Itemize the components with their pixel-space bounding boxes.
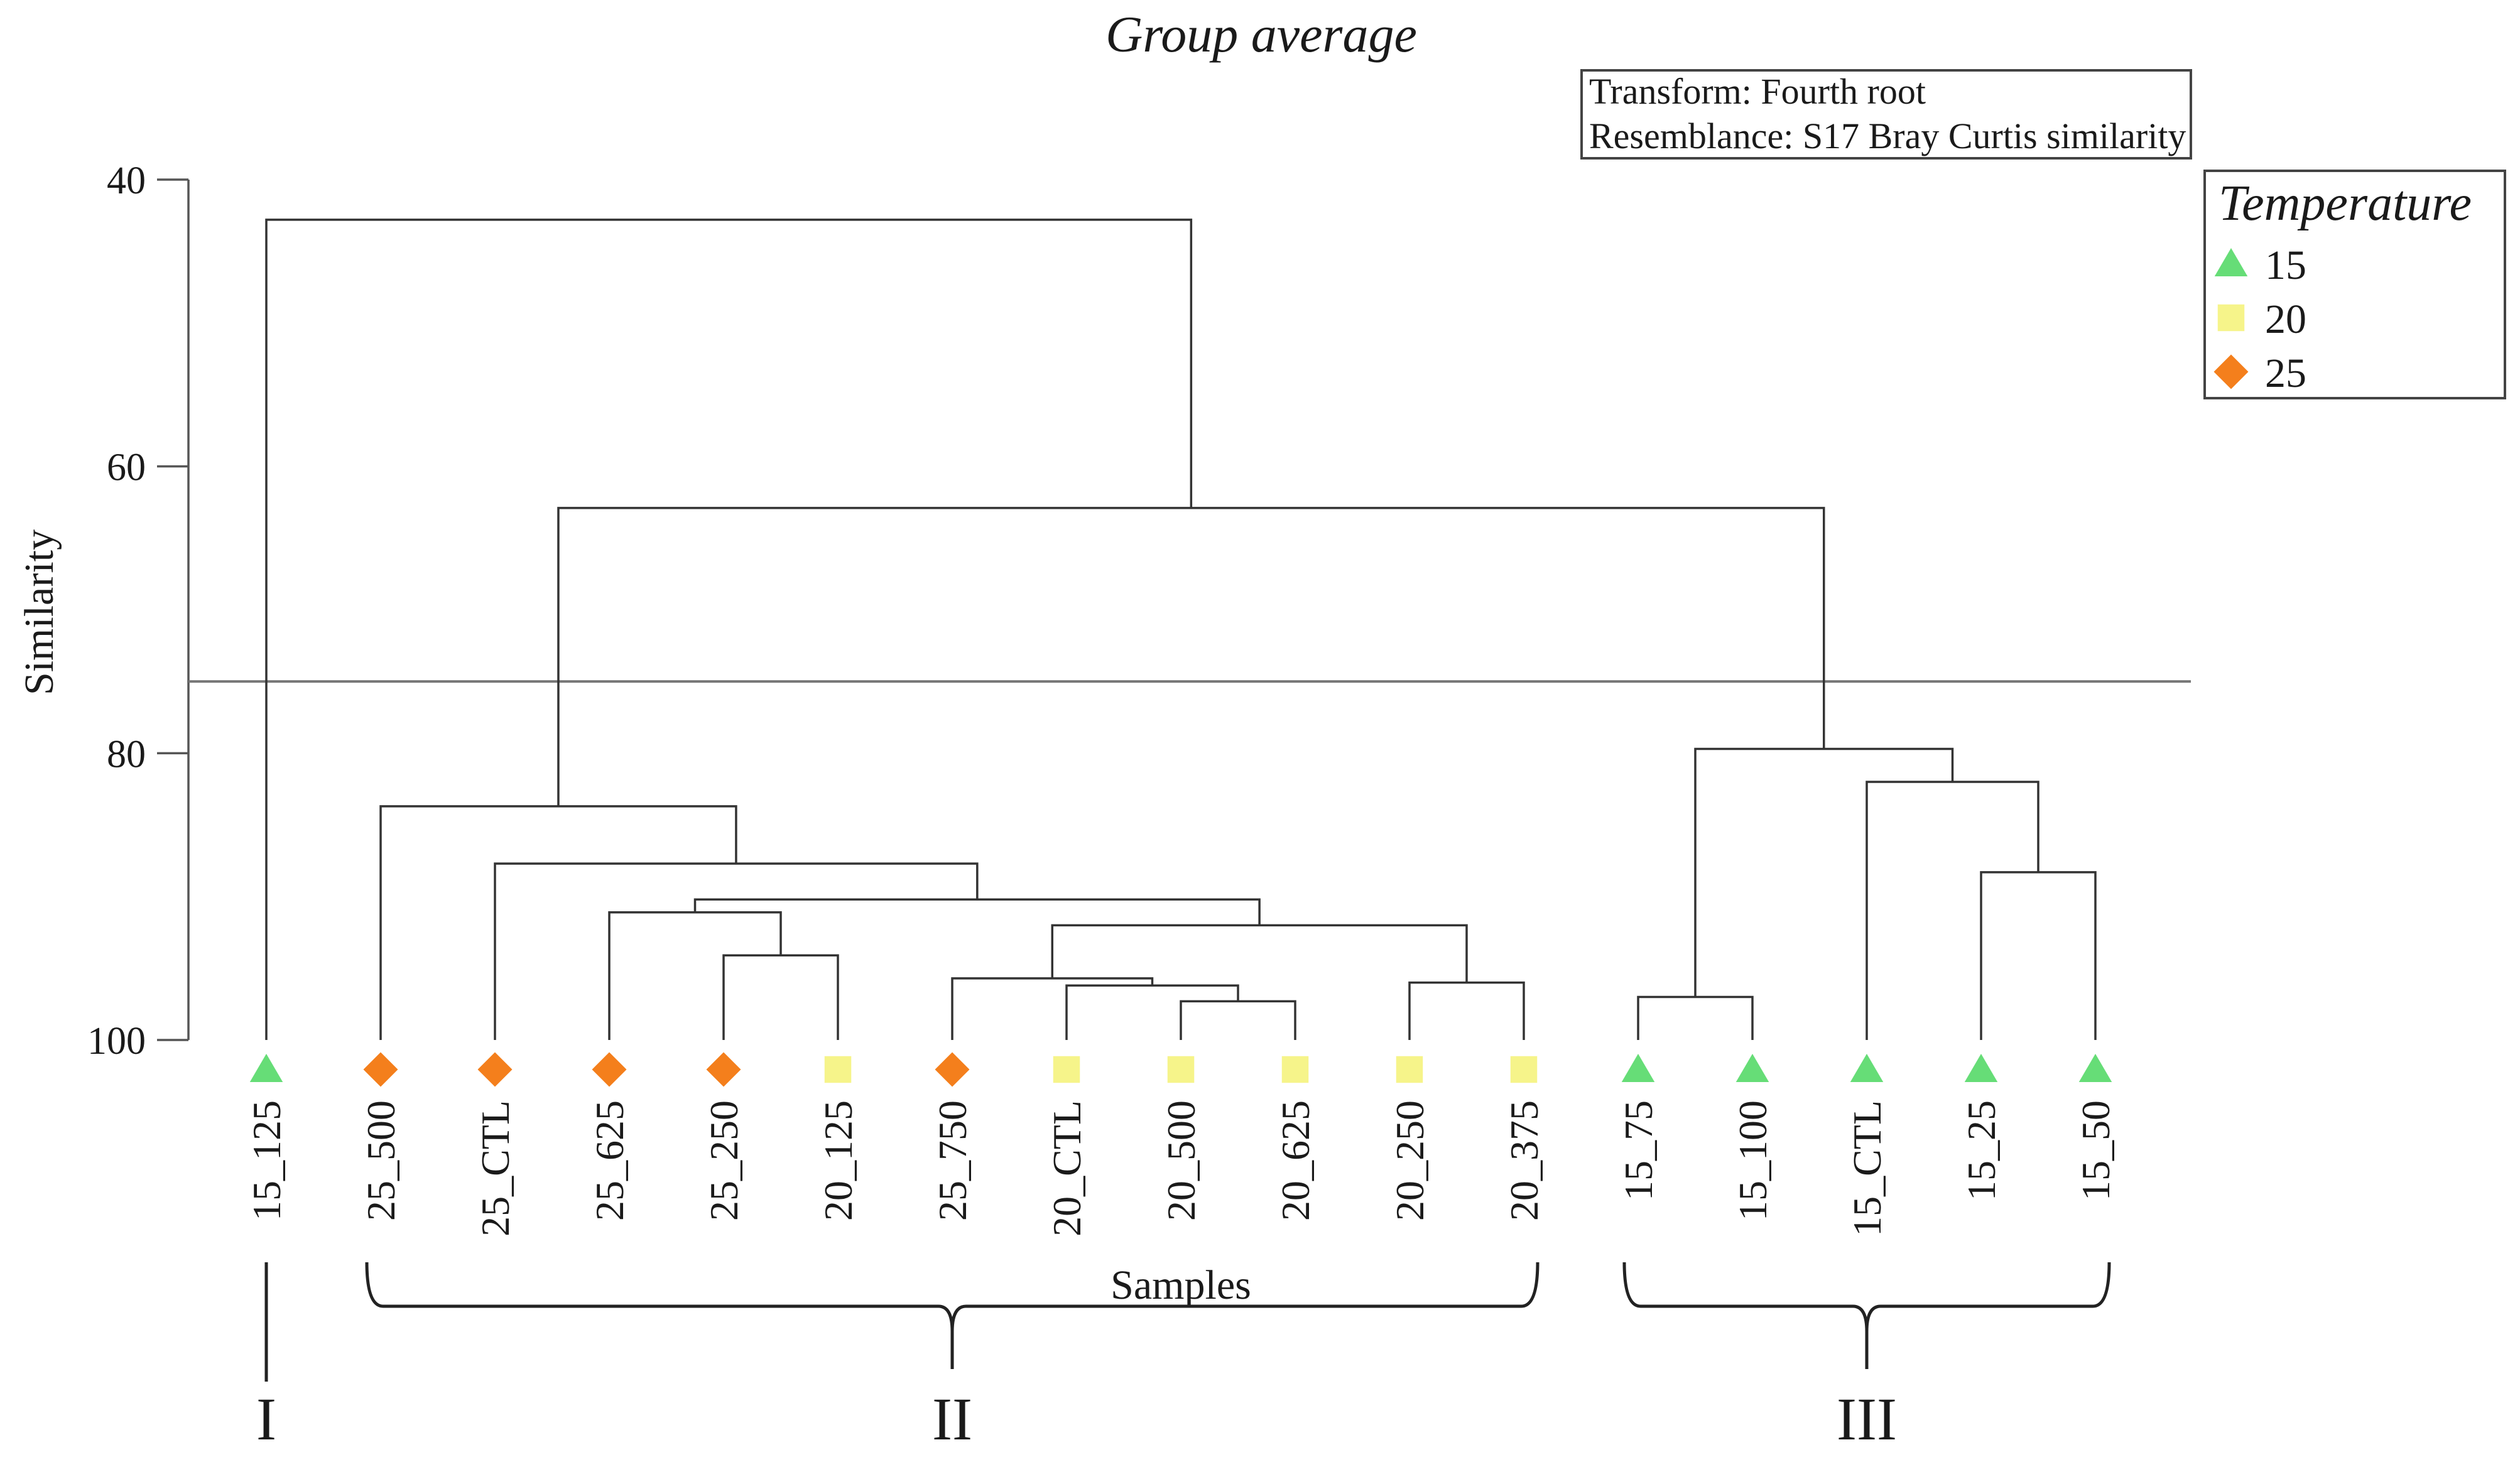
leaf-label: 15_50 <box>2073 1100 2118 1201</box>
dendrogram-link <box>494 862 979 1040</box>
group-bracket <box>365 1262 1540 1369</box>
dendrogram-link <box>557 507 1825 806</box>
legend-marker <box>2214 248 2248 276</box>
dendrogram-link <box>1866 781 2039 1040</box>
leaf-marker <box>1281 1056 1309 1083</box>
dendrogram-link <box>1065 984 1239 1040</box>
leaf-marker <box>2078 1054 2112 1082</box>
info-box: Transform: Fourth root Resemblance: S17 … <box>1580 69 2192 160</box>
leaf-label: 20_500 <box>1159 1100 1203 1221</box>
leaf-label: 15_CTL <box>1845 1100 1889 1237</box>
dendrogram-link <box>1637 995 1754 1040</box>
leaf-marker <box>1964 1054 1998 1082</box>
dendrogram-link <box>1408 981 1525 1040</box>
legend-marker <box>2213 354 2249 389</box>
legend-label: 15 <box>2265 242 2306 288</box>
dendrogram-link <box>265 219 1193 1040</box>
dendrogram-link <box>1980 871 2097 1040</box>
leaf-label: 20_125 <box>816 1100 861 1221</box>
group-label: I <box>256 1385 276 1453</box>
leaf-label: 20_250 <box>1388 1100 1432 1221</box>
leaf-marker <box>1396 1056 1423 1083</box>
dendrogram-link <box>1180 1000 1296 1040</box>
leaf-label: 25_750 <box>930 1100 975 1221</box>
dendrogram-link <box>379 805 737 1040</box>
info-box-frame <box>1580 69 2192 160</box>
group-label: III <box>1837 1385 1897 1453</box>
leaf-label: 25_625 <box>587 1100 632 1221</box>
leaf-label: 25_CTL <box>473 1100 518 1237</box>
dendrogram-link <box>608 911 782 1040</box>
y-tick-label: 60 <box>107 447 146 489</box>
leaf-marker <box>824 1056 852 1083</box>
leaf-markers <box>249 1052 2112 1087</box>
leaf-label: 15_100 <box>1730 1100 1775 1221</box>
y-tick-label: 40 <box>107 160 146 202</box>
leaf-label: 20_CTL <box>1045 1100 1089 1237</box>
dendrogram-link <box>1051 924 1468 983</box>
y-axis: 40 60 80 100 Similarity <box>16 160 190 1063</box>
y-tick-label: 100 <box>87 1020 146 1063</box>
legend: Temperature 15 20 25 <box>2203 170 2506 399</box>
leaf-marker <box>706 1052 741 1087</box>
group-bracket <box>1622 1262 2111 1369</box>
leaf-marker <box>249 1054 283 1082</box>
leaf-label: 20_375 <box>1502 1100 1546 1221</box>
leaf-marker <box>1510 1056 1538 1083</box>
legend-label: 25 <box>2265 350 2306 396</box>
leaf-marker <box>477 1052 513 1087</box>
leaf-label: 15_75 <box>1616 1100 1661 1201</box>
leaf-marker <box>1735 1054 1769 1082</box>
leaf-label: 20_625 <box>1273 1100 1318 1221</box>
leaf-marker <box>935 1052 970 1087</box>
leaf-marker <box>1850 1054 1884 1082</box>
leaf-marker <box>1053 1056 1080 1083</box>
dendrogram-link <box>722 954 839 1040</box>
x-axis-label: Samples <box>1111 1262 1251 1308</box>
cluster-groups: I II III <box>256 1262 2111 1453</box>
leaf-label: 25_500 <box>359 1100 403 1221</box>
legend-entries: 15 20 25 <box>2213 242 2306 396</box>
legend-marker <box>2217 304 2245 332</box>
info-resemblance: Resemblance: S17 Bray Curtis similarity <box>1589 116 2186 156</box>
legend-label: 20 <box>2265 296 2306 342</box>
legend-frame <box>2203 170 2506 399</box>
leaf-labels: 15_125 25_500 25_CTL 25_625 25_250 20_125 25_7… <box>244 1100 2118 1237</box>
y-ticks: 40 60 80 100 <box>87 160 188 1063</box>
leaf-label: 15_25 <box>1959 1100 2004 1201</box>
group-label: II <box>932 1385 972 1453</box>
leaf-marker <box>1621 1054 1655 1082</box>
dendrogram-link <box>1694 747 1954 997</box>
leaf-marker <box>363 1052 398 1087</box>
y-tick-label: 80 <box>107 733 146 776</box>
leaf-label: 15_125 <box>244 1100 289 1221</box>
leaf-marker <box>1167 1056 1195 1083</box>
leaf-marker <box>592 1052 627 1087</box>
chart-title: Group average <box>1105 6 1417 63</box>
y-axis-label: Similarity <box>16 529 62 695</box>
info-transform: Transform: Fourth root <box>1589 71 1926 112</box>
dendrogram-links <box>265 219 2097 1040</box>
legend-title: Temperature <box>2219 176 2472 231</box>
leaf-label: 25_250 <box>702 1100 746 1221</box>
dendrogram-link <box>951 977 1154 1040</box>
